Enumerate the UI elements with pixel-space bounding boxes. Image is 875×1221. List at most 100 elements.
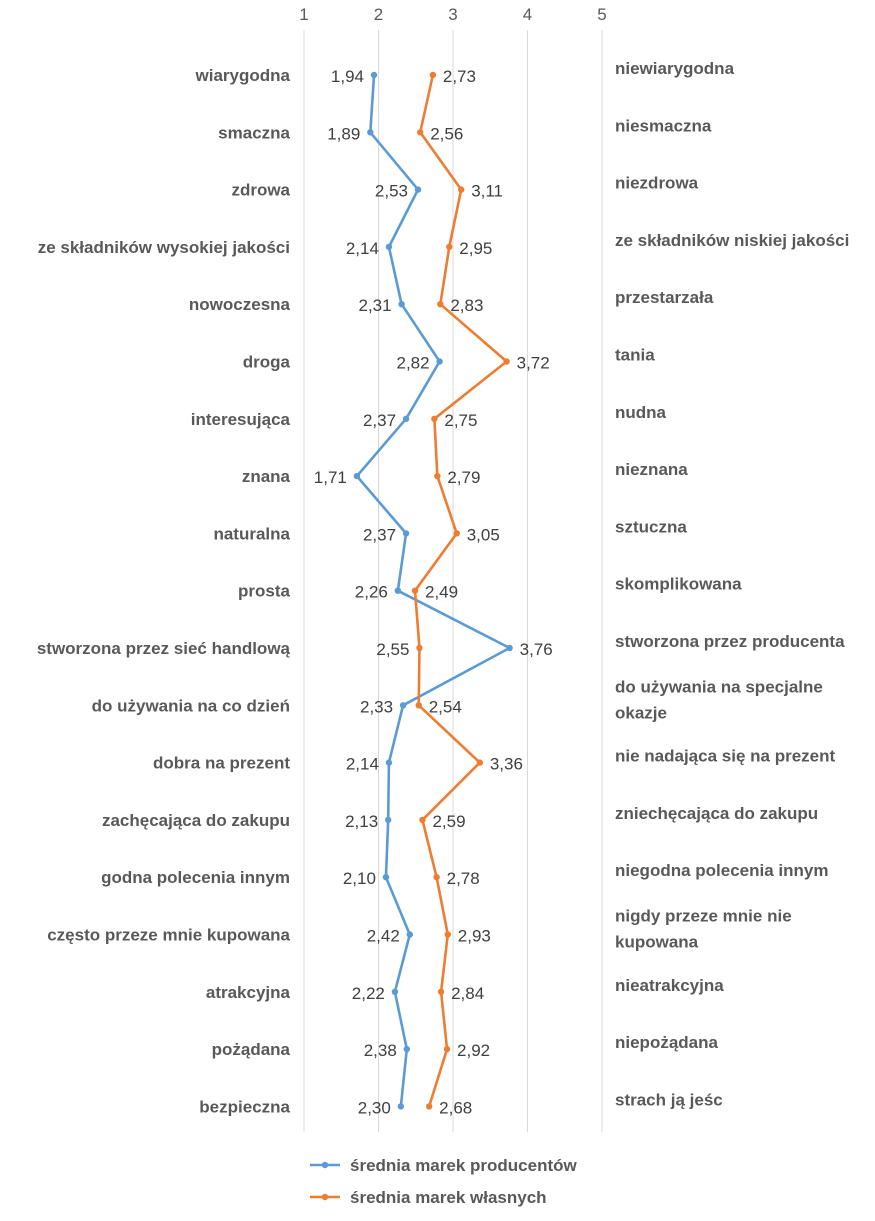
right-label: stworzona przez producenta [615,632,845,651]
series-lines [353,71,513,1110]
left-label: do używania na co dzień [92,696,290,715]
data-label: 2,49 [425,583,458,602]
left-label: często przeze mnie kupowana [47,926,290,945]
right-label: niewiarygodna [615,59,735,78]
left-label: zdrowa [231,181,290,200]
data-label: 2,13 [345,812,378,831]
legend: średnia marek producentów średnia marek w… [310,1156,578,1207]
data-point [443,1045,451,1053]
data-point [425,1103,433,1110]
left-label: prosta [238,582,291,601]
data-label: 2,93 [458,927,491,946]
data-label: 2,37 [363,411,396,430]
left-label: atrakcyjna [206,983,291,1002]
data-label: 2,82 [396,354,429,373]
data-point [406,931,413,938]
data-point [397,1103,405,1110]
data-point [414,186,422,193]
data-point [437,988,445,995]
data-point [429,71,437,79]
data-label: 3,11 [471,182,503,201]
x-tick-label: 5 [597,5,606,24]
left-label: wiarygodna [195,66,291,85]
data-point [436,358,443,365]
right-label: przestarzała [615,288,714,307]
data-point [416,644,423,652]
data-label: 1,71 [314,468,347,487]
data-point [437,301,444,308]
data-label: 2,22 [352,984,385,1003]
data-point [434,472,441,480]
data-point [411,587,419,594]
left-label: droga [243,353,291,372]
data-label: 2,92 [457,1041,490,1060]
data-label: 2,59 [432,812,465,831]
data-point [399,702,407,709]
x-tick-label: 2 [374,5,383,24]
data-point [446,243,453,251]
right-label: niesmaczna [615,116,712,135]
data-label: 2,83 [450,296,483,315]
data-point [444,931,451,938]
left-adjective-labels: wiarygodna smaczna zdrowa ze składników wys… [37,66,291,1116]
data-point [385,243,393,251]
right-label: okazje [615,703,667,722]
right-label: nie nadająca się na prezent [615,747,835,766]
left-label: pożądana [212,1040,291,1059]
data-point [476,759,484,766]
data-label: 2,30 [358,1098,391,1117]
left-label: zachęcająca do zakupu [102,811,290,830]
data-label: 2,10 [343,869,376,888]
data-label: 1,94 [331,67,364,86]
data-label: 2,53 [375,182,408,201]
legend-marker [321,1161,329,1169]
data-point [382,874,390,881]
left-label: dobra na prezent [153,754,290,773]
data-label: 2,26 [355,583,388,602]
data-label: 2,38 [364,1041,397,1060]
right-label: strach ją jeśc [615,1090,723,1109]
x-tick-label: 1 [299,5,308,24]
data-label: 2,14 [346,239,379,258]
data-label: 2,95 [459,239,492,258]
data-point [415,702,422,709]
data-point [403,1045,411,1053]
left-label: interesująca [191,410,291,429]
x-axis-ticks: 1 2 3 4 5 [299,5,606,24]
data-point [402,530,410,537]
right-label: kupowana [615,933,699,952]
legend-marker [321,1193,329,1201]
data-point [398,301,405,308]
left-label: naturalna [213,524,290,543]
data-label: 1,89 [327,124,360,143]
data-point [353,472,361,480]
data-point [419,816,426,824]
data-point [367,129,374,136]
data-point [384,816,392,824]
data-label: 2,54 [429,697,462,716]
data-point [417,129,424,136]
right-label: tania [615,346,655,365]
data-point [394,587,402,594]
data-label: 2,42 [367,927,400,946]
right-label: nudna [615,403,667,422]
data-labels: 1,94 2,73 1,89 2,56 2,53 3,11 2,14 2,95 2,31 2,83… [314,67,553,1117]
right-label: skomplikowana [615,575,742,594]
right-label: niegodna polecenia innym [615,861,828,880]
data-label: 2,75 [444,411,477,430]
data-point [506,644,513,652]
data-label: 2,56 [430,124,463,143]
right-label: nieznana [615,460,688,479]
legend-label: średnia marek producentów [350,1156,578,1175]
right-label: nigdy przeze mnie nie [615,907,792,926]
gridlines [303,30,603,1132]
data-point [370,71,378,79]
right-adjective-labels: niewiarygodna niesmaczna niezdrowa ze skład… [615,59,849,1109]
data-point [433,874,440,881]
data-label: 2,37 [363,525,396,544]
data-point [391,988,399,995]
data-point [385,759,393,766]
data-label: 2,79 [447,468,480,487]
data-label: 2,55 [376,640,409,659]
